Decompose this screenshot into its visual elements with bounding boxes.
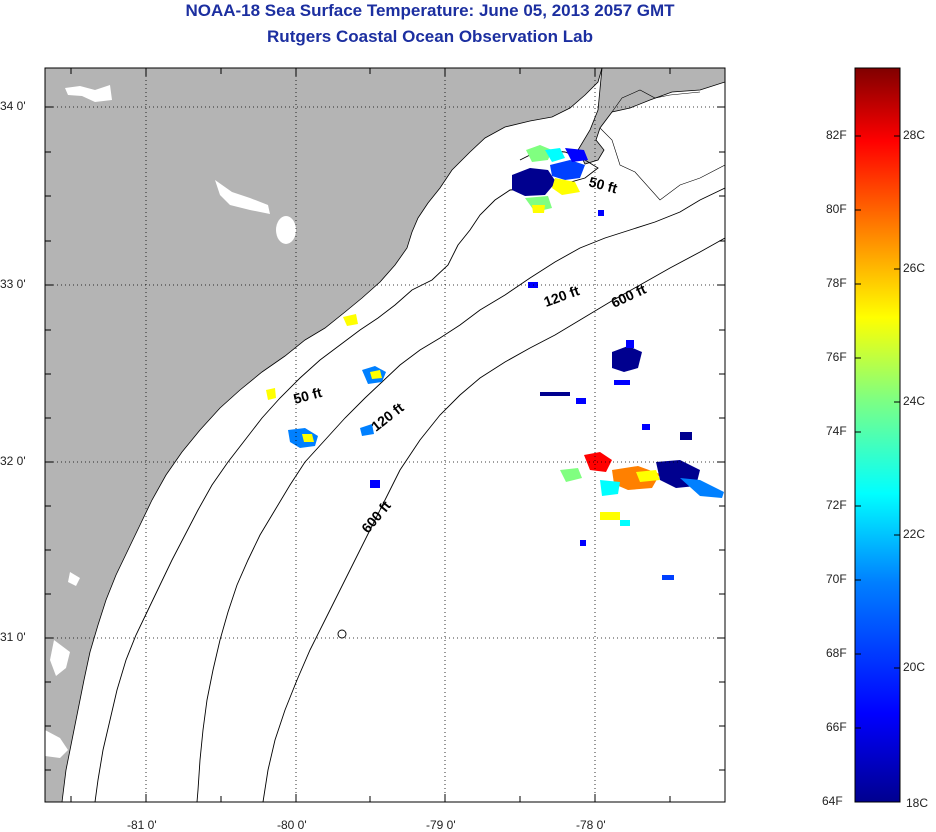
- colorbar-label-f: 82F: [826, 128, 847, 142]
- colorbar-label-c: 20C: [903, 660, 926, 674]
- contour-600ft: [262, 237, 725, 802]
- graticule: [45, 68, 725, 802]
- map-title: NOAA-18 Sea Surface Temperature: June 05…: [185, 1, 675, 20]
- lon-label: -79 0': [426, 818, 456, 832]
- contour-label-50ft: 50 ft: [587, 173, 619, 196]
- lon-label: -81 0': [127, 818, 157, 832]
- colorbar-label-f: 80F: [826, 202, 847, 216]
- colorbar-label-f: 74F: [826, 424, 847, 438]
- lat-label: 31 0': [0, 630, 26, 644]
- lon-label: -78 0': [576, 818, 606, 832]
- sst-data-pixels: [266, 145, 724, 580]
- colorbar-label-f: 68F: [826, 646, 847, 660]
- colorbar-label-c: 22C: [903, 527, 926, 541]
- map-frame: [44, 67, 726, 803]
- lat-label: 32 0': [0, 454, 26, 468]
- colorbar-label-c: 24C: [903, 394, 926, 408]
- colorbar-label-c: 26C: [903, 261, 926, 275]
- contour-120ft: [196, 187, 725, 802]
- map-ticks: [45, 68, 725, 802]
- land-area: [45, 68, 603, 802]
- lat-label: 34 0': [0, 99, 26, 113]
- colorbar-label-f: 72F: [826, 498, 847, 512]
- map-subtitle: Rutgers Coastal Ocean Observation Lab: [267, 27, 593, 46]
- colorbar-label-f: 66F: [826, 720, 847, 734]
- colorbar-label-f: 64F: [822, 794, 843, 808]
- contour-label-50ft: 50 ft: [292, 384, 324, 407]
- colorbar: [854, 67, 901, 803]
- colorbar-label-f: 70F: [826, 572, 847, 586]
- colorbar-label-f: 78F: [826, 276, 847, 290]
- colorbar-label-f: 76F: [826, 350, 847, 364]
- lat-label: 33 0': [0, 277, 26, 291]
- colorbar-label-c: 28C: [903, 128, 926, 142]
- lon-label: -80 0': [277, 818, 307, 832]
- colorbar-label-c: 18C: [906, 796, 929, 810]
- colorbar-ticks: [855, 135, 900, 729]
